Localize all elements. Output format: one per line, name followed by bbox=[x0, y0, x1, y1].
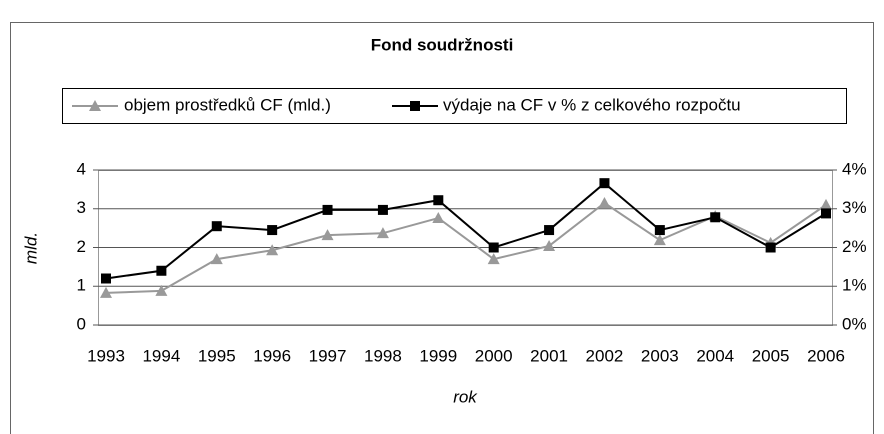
data-point bbox=[765, 242, 776, 253]
data-point bbox=[377, 204, 388, 215]
data-point bbox=[432, 212, 445, 224]
y2-tick-label: 1% bbox=[842, 276, 867, 295]
y2-tick-label: 0% bbox=[842, 314, 867, 333]
y-tick-label: 1 bbox=[77, 276, 86, 295]
chart-border bbox=[10, 22, 874, 434]
legend-label: výdaje na CF v % z celkového rozpočtu bbox=[443, 95, 741, 114]
y-tick-label: 3 bbox=[77, 198, 86, 217]
data-point bbox=[544, 225, 555, 236]
data-point bbox=[488, 242, 499, 253]
data-point bbox=[155, 284, 168, 296]
x-tick-label: 2003 bbox=[641, 346, 679, 365]
data-point bbox=[376, 227, 389, 239]
data-point bbox=[653, 234, 666, 246]
x-axis-label: rok bbox=[453, 387, 478, 406]
x-tick-label: 2002 bbox=[586, 346, 624, 365]
legend-marker bbox=[89, 100, 101, 111]
data-point bbox=[266, 244, 279, 256]
data-point bbox=[210, 253, 223, 265]
x-tick-label: 1995 bbox=[198, 346, 236, 365]
data-point bbox=[654, 225, 665, 236]
data-point bbox=[100, 286, 112, 298]
data-point bbox=[710, 212, 721, 223]
y2-tick-label: 4% bbox=[842, 159, 867, 178]
y-tick-label: 4 bbox=[77, 159, 86, 178]
data-point bbox=[156, 265, 167, 276]
x-tick-label: 2004 bbox=[696, 346, 734, 365]
data-point bbox=[598, 196, 611, 208]
x-tick-label: 1993 bbox=[87, 346, 125, 365]
x-tick-label: 2006 bbox=[807, 346, 845, 365]
data-point bbox=[433, 195, 444, 206]
x-tick-label: 1999 bbox=[419, 346, 457, 365]
x-tick-label: 1994 bbox=[142, 346, 180, 365]
x-tick-label: 2001 bbox=[530, 346, 568, 365]
data-point bbox=[543, 239, 556, 251]
y2-tick-label: 2% bbox=[842, 237, 867, 256]
x-tick-label: 2005 bbox=[752, 346, 790, 365]
data-point bbox=[599, 178, 610, 189]
data-point bbox=[267, 225, 278, 236]
x-tick-label: 2000 bbox=[475, 346, 513, 365]
data-point bbox=[487, 253, 500, 265]
y-axis-label: mld. bbox=[21, 232, 40, 264]
data-point bbox=[821, 208, 831, 219]
y-tick-label: 0 bbox=[77, 314, 86, 333]
data-point bbox=[321, 229, 334, 241]
chart-title: Fond soudržnosti bbox=[371, 35, 514, 54]
x-tick-label: 1998 bbox=[364, 346, 402, 365]
x-tick-label: 1996 bbox=[253, 346, 291, 365]
legend-box bbox=[62, 88, 847, 124]
legend-label: objem prostředků CF (mld.) bbox=[124, 95, 331, 114]
data-point bbox=[101, 273, 111, 284]
x-tick-label: 1997 bbox=[309, 346, 347, 365]
y2-tick-label: 3% bbox=[842, 198, 867, 217]
legend-marker bbox=[410, 101, 420, 111]
data-point bbox=[322, 204, 333, 215]
y-tick-label: 2 bbox=[77, 237, 86, 256]
data-point bbox=[211, 221, 222, 232]
data-point bbox=[820, 198, 832, 210]
series-line bbox=[105, 181, 827, 280]
